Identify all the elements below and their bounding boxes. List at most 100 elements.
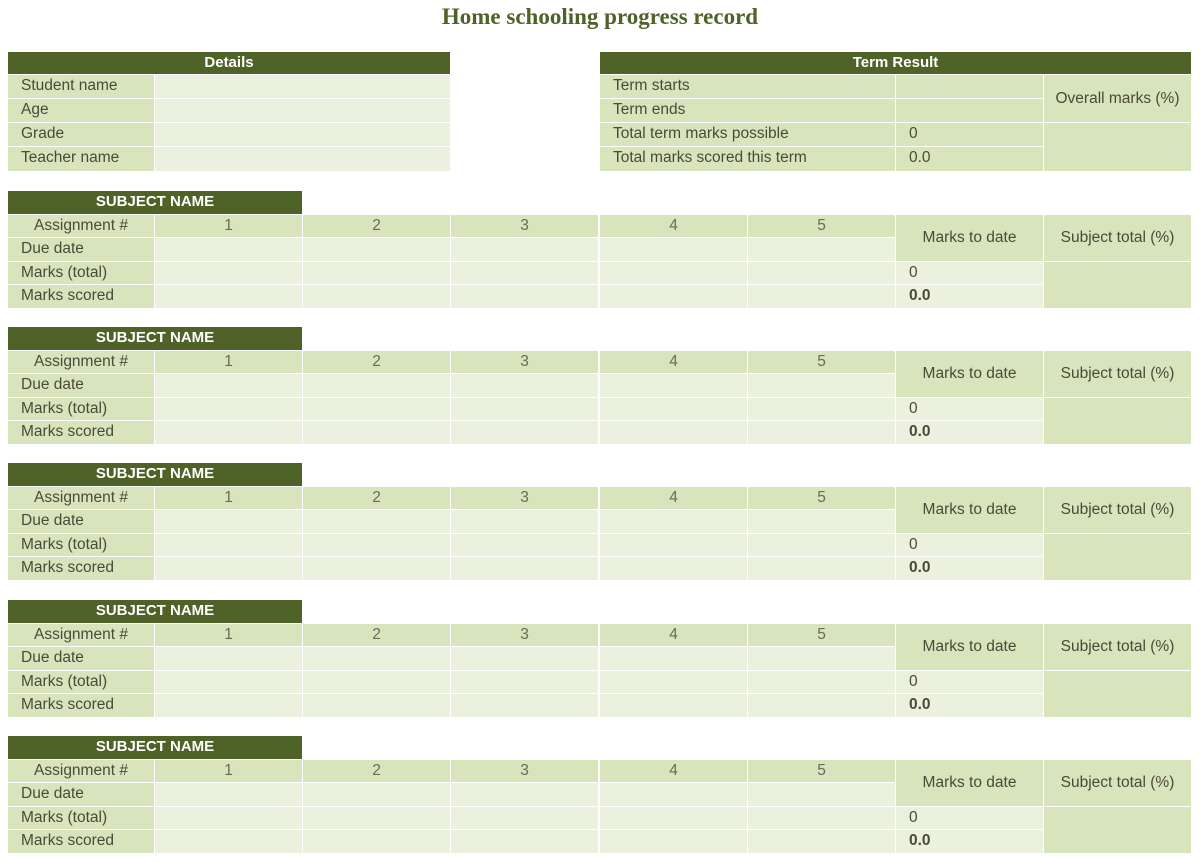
due-date-field[interactable] [600,238,748,262]
subject-name-header[interactable]: SUBJECT NAME [8,191,303,215]
due-date-field[interactable] [600,374,748,398]
marks-total-field[interactable] [303,807,451,830]
assignment-number: 3 [451,215,599,238]
total-marks-scored-value: 0.0 [896,147,1044,172]
marks-total-sum: 0 [896,262,1044,285]
due-date-field[interactable] [303,783,451,807]
marks-total-field[interactable] [451,398,599,421]
due-date-field[interactable] [748,510,896,534]
assignment-label: Assignment # [8,215,155,238]
marks-total-sum: 0 [896,534,1044,557]
marks-total-field[interactable] [748,262,896,285]
grade-field[interactable] [155,123,451,147]
marks-scored-field[interactable] [748,830,896,854]
marks-total-field[interactable] [303,534,451,557]
due-date-field[interactable] [451,374,599,398]
marks-scored-field[interactable] [303,830,451,854]
marks-scored-field[interactable] [600,557,748,581]
due-date-field[interactable] [748,238,896,262]
marks-total-field[interactable] [303,398,451,421]
marks-scored-field[interactable] [451,694,599,718]
subject-name-header[interactable]: SUBJECT NAME [8,600,303,624]
assignment-label: Assignment # [8,624,155,647]
marks-total-field[interactable] [155,534,303,557]
assignment-number: 1 [155,760,303,783]
term-ends-field[interactable] [896,99,1044,123]
due-date-field[interactable] [303,374,451,398]
marks-scored-field[interactable] [303,694,451,718]
marks-total-field[interactable] [600,534,748,557]
marks-scored-field[interactable] [155,557,303,581]
marks-total-field[interactable] [748,671,896,694]
due-date-field[interactable] [303,647,451,671]
subject-name-header[interactable]: SUBJECT NAME [8,463,303,487]
marks-total-field[interactable] [748,398,896,421]
assignment-label: Assignment # [8,487,155,510]
due-date-field[interactable] [748,374,896,398]
marks-scored-field[interactable] [748,421,896,445]
marks-scored-field[interactable] [155,285,303,309]
due-date-field[interactable] [451,510,599,534]
marks-scored-field[interactable] [600,421,748,445]
due-date-field[interactable] [155,510,303,534]
marks-scored-field[interactable] [451,285,599,309]
marks-total-field[interactable] [600,262,748,285]
due-date-field[interactable] [155,783,303,807]
marks-scored-field[interactable] [600,830,748,854]
marks-scored-sum: 0.0 [896,557,1044,581]
marks-total-field[interactable] [155,671,303,694]
marks-total-field[interactable] [303,671,451,694]
subject-total-label-text: Subject total (%) [1060,501,1175,518]
marks-total-field[interactable] [303,262,451,285]
marks-total-field[interactable] [155,262,303,285]
marks-scored-field[interactable] [748,694,896,718]
due-date-field[interactable] [451,647,599,671]
due-date-field[interactable] [155,238,303,262]
marks-total-field[interactable] [600,671,748,694]
overall-marks-value [1044,123,1192,172]
teacher-name-field[interactable] [155,147,451,172]
subject-name-header[interactable]: SUBJECT NAME [8,736,303,760]
age-field[interactable] [155,99,451,123]
due-date-field[interactable] [600,647,748,671]
due-date-field[interactable] [155,374,303,398]
marks-scored-field[interactable] [155,421,303,445]
marks-total-field[interactable] [155,398,303,421]
marks-total-field[interactable] [748,807,896,830]
assignment-number: 1 [155,487,303,510]
due-date-field[interactable] [600,510,748,534]
due-date-field[interactable] [451,238,599,262]
due-date-field[interactable] [451,783,599,807]
marks-scored-field[interactable] [155,830,303,854]
marks-scored-field[interactable] [155,694,303,718]
due-date-field[interactable] [748,647,896,671]
marks-total-field[interactable] [451,807,599,830]
marks-total-field[interactable] [451,671,599,694]
marks-scored-field[interactable] [451,830,599,854]
due-date-field[interactable] [600,783,748,807]
marks-total-field[interactable] [600,807,748,830]
marks-total-field[interactable] [748,534,896,557]
due-date-field[interactable] [748,783,896,807]
due-date-field[interactable] [303,238,451,262]
marks-scored-field[interactable] [748,557,896,581]
marks-scored-field[interactable] [451,557,599,581]
marks-to-date-label: Marks to date [896,624,1044,671]
marks-scored-field[interactable] [303,285,451,309]
marks-scored-field[interactable] [600,285,748,309]
marks-scored-field[interactable] [748,285,896,309]
marks-scored-field[interactable] [600,694,748,718]
due-date-field[interactable] [155,647,303,671]
marks-total-field[interactable] [451,262,599,285]
due-date-field[interactable] [303,510,451,534]
subject-name-header[interactable]: SUBJECT NAME [8,327,303,351]
marks-scored-field[interactable] [303,557,451,581]
student-name-field[interactable] [155,75,451,99]
marks-scored-field[interactable] [451,421,599,445]
marks-total-field[interactable] [600,398,748,421]
assignment-number: 5 [748,215,896,238]
marks-total-field[interactable] [451,534,599,557]
marks-scored-field[interactable] [303,421,451,445]
marks-total-field[interactable] [155,807,303,830]
term-starts-field[interactable] [896,75,1044,99]
